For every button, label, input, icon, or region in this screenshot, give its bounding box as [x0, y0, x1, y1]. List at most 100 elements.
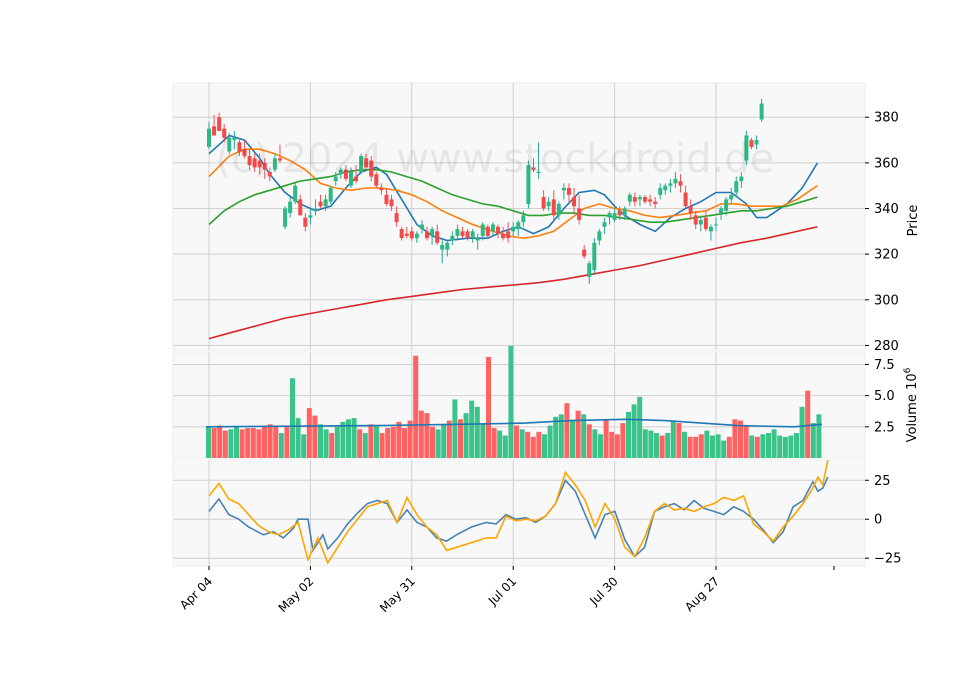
candle-body: [222, 128, 227, 138]
candle-body: [470, 231, 475, 239]
candle: [354, 165, 359, 184]
volume-bar: [267, 424, 273, 458]
volume-bar: [368, 424, 374, 458]
candle-body: [516, 222, 521, 230]
volume-bar: [586, 424, 592, 458]
volume-bar: [771, 429, 777, 458]
volume-bar: [620, 423, 626, 458]
volume-bar: [374, 425, 379, 458]
candle-body: [648, 199, 653, 202]
volume-axis-exponent: 6: [903, 367, 913, 373]
volume-bar: [670, 420, 676, 458]
candle-body: [658, 187, 663, 195]
price-tick-label: 280: [874, 339, 899, 354]
volume-bar: [659, 435, 665, 458]
moving-average-line-4: [208, 226, 818, 340]
moving-average-line-2: [208, 148, 818, 240]
volume-tick-label: 2.5: [874, 420, 895, 435]
volume-bar: [581, 414, 587, 458]
candle: [703, 210, 708, 232]
candle: [622, 206, 627, 220]
volume-bar: [334, 426, 340, 458]
volume-bar: [250, 428, 256, 458]
oscillator-line-2: [208, 459, 829, 565]
candle-body: [440, 245, 445, 250]
candle: [541, 190, 546, 211]
volume-bar: [754, 436, 760, 458]
volume-bar: [687, 436, 693, 458]
candle-body: [232, 137, 237, 141]
volume-bar: [295, 418, 301, 458]
moving-average-line-3: [208, 168, 818, 226]
volume-bar: [799, 406, 805, 458]
candle-body: [739, 176, 744, 182]
candle: [207, 121, 211, 150]
candle-body: [582, 249, 587, 257]
volume-bar: [558, 414, 564, 458]
volume-bar: [239, 429, 245, 458]
candle: [348, 167, 353, 188]
candle: [648, 194, 653, 207]
volume-bar: [816, 414, 822, 458]
candle: [572, 187, 577, 214]
candle-body: [343, 169, 348, 179]
candle: [364, 153, 369, 170]
candle-body: [729, 194, 734, 200]
candle-body: [212, 126, 217, 136]
candle: [450, 231, 455, 246]
candle: [430, 226, 435, 246]
candle: [399, 226, 404, 241]
candle-body: [536, 172, 541, 173]
candle: [688, 199, 693, 220]
volume-bar: [351, 418, 357, 458]
candle: [501, 226, 506, 241]
volume-bar: [323, 429, 329, 458]
candle-body: [207, 128, 211, 147]
candle-body: [293, 185, 298, 202]
candle-body: [313, 208, 318, 211]
volume-bar: [211, 428, 217, 458]
volume-bar: [256, 429, 262, 458]
candle: [394, 206, 399, 227]
candle: [242, 140, 247, 159]
volume-bar: [698, 434, 704, 458]
candle: [561, 183, 566, 200]
candle: [683, 185, 688, 209]
candle: [643, 194, 648, 204]
candle-body: [617, 210, 622, 216]
oscillator-panel: −25 0 25: [172, 459, 901, 567]
candle: [460, 226, 465, 239]
volume-bar: [486, 356, 491, 458]
candle-body: [612, 213, 617, 220]
candle-body: [592, 242, 597, 271]
candle-body: [683, 192, 688, 207]
candle-body: [693, 215, 698, 225]
candle: [749, 137, 754, 150]
candle-body: [688, 206, 693, 214]
volume-bar: [469, 400, 475, 458]
candle-body: [637, 197, 642, 200]
volume-bar: [665, 433, 671, 458]
volume-bar: [766, 433, 771, 458]
x-tick-label: Apr 04: [177, 574, 215, 612]
candle: [384, 187, 389, 207]
candle: [404, 226, 409, 239]
candle-body: [551, 199, 556, 216]
candle-body: [703, 217, 708, 230]
candle-body: [298, 199, 303, 216]
candle-body: [257, 160, 262, 168]
candle: [277, 144, 282, 163]
candle: [313, 199, 318, 216]
candle: [546, 197, 551, 211]
candle: [602, 217, 607, 234]
candle: [389, 194, 394, 211]
x-tick-label: Jul 01: [485, 574, 519, 608]
candle-body: [521, 215, 526, 223]
candle-body: [643, 197, 648, 202]
candle: [653, 197, 658, 209]
volume-bar: [474, 406, 480, 458]
volume-bar: [810, 423, 816, 458]
volume-bar: [402, 428, 407, 458]
candle-body: [374, 174, 379, 186]
